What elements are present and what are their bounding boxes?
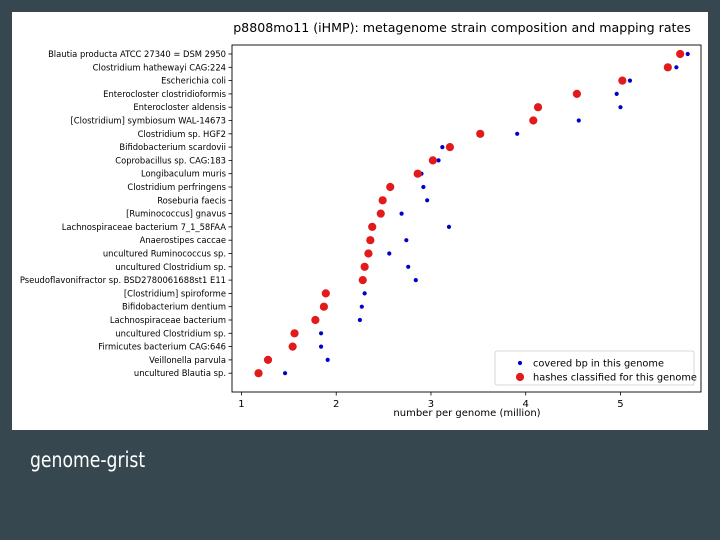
hashes-classified-point bbox=[413, 169, 422, 178]
chart-panel: p8808mo11 (iHMP): metagenome strain comp… bbox=[12, 12, 708, 430]
y-tick-label: Firmicutes bacterium CAG:646 bbox=[98, 342, 226, 352]
y-tick-label: uncultured Blautia sp. bbox=[134, 368, 226, 378]
y-tick-label: Blautia producta ATCC 27340 = DSM 2950 bbox=[48, 49, 226, 59]
y-tick-label: Enterocloster aldensis bbox=[133, 102, 226, 112]
hashes-classified-point bbox=[358, 276, 367, 285]
y-tick-label: uncultured Ruminococcus sp. bbox=[103, 249, 226, 259]
y-tick-label: Lachnospiraceae bacterium 7_1_58FAA bbox=[62, 222, 227, 232]
y-tick-label: Clostridium sp. HGF2 bbox=[138, 129, 226, 139]
x-tick-label: 1 bbox=[238, 399, 244, 410]
x-axis-label: number per genome (million) bbox=[393, 408, 540, 419]
covered-bp-point bbox=[357, 317, 363, 323]
hashes-classified-point bbox=[263, 355, 273, 364]
hashes-classified-point bbox=[476, 129, 485, 138]
covered-bp-point bbox=[618, 105, 623, 110]
covered-bp-point bbox=[421, 184, 426, 190]
hashes-classified-point bbox=[311, 315, 320, 325]
covered-bp-point bbox=[674, 65, 679, 70]
hashes-classified-point bbox=[533, 103, 543, 112]
y-tick-label: [Clostridium] spiroforme bbox=[124, 288, 226, 298]
hashes-classified-point bbox=[676, 49, 685, 59]
y-tick-label: Roseburia faecis bbox=[157, 195, 226, 205]
y-tick-label: uncultured Clostridium sp. bbox=[115, 328, 226, 338]
covered-bp-point bbox=[627, 78, 633, 83]
y-tick-label: Bifidobacterium dentium bbox=[122, 302, 226, 312]
y-tick-label: Lachnospiraceae bacterium bbox=[110, 315, 226, 325]
covered-bp-point bbox=[685, 51, 690, 57]
hashes-classified-point bbox=[428, 156, 437, 165]
hashes-classified-point bbox=[319, 302, 329, 311]
legend-marker-hashes bbox=[515, 372, 525, 382]
y-tick-label: uncultured Clostridium sp. bbox=[115, 262, 226, 272]
covered-bp-point bbox=[515, 131, 520, 136]
plot-frame bbox=[231, 44, 702, 393]
scatter-chart: p8808mo11 (iHMP): metagenome strain comp… bbox=[20, 20, 702, 419]
y-tick-label: Veillonella parvula bbox=[149, 355, 226, 365]
hashes-classified-point bbox=[386, 182, 395, 192]
y-tick-label: Clostridium hathewayi CAG:224 bbox=[93, 62, 226, 72]
x-tick-label: 4 bbox=[523, 399, 529, 410]
legend-box bbox=[494, 350, 695, 386]
y-tick-label: Anaerostipes caccae bbox=[140, 235, 226, 245]
covered-bp-point bbox=[318, 331, 324, 336]
covered-bp-point bbox=[440, 145, 445, 150]
y-tick-label: Longibaculum muris bbox=[141, 169, 226, 179]
hashes-classified-point bbox=[321, 289, 330, 298]
covered-bp-point bbox=[413, 278, 418, 283]
data-points bbox=[254, 49, 690, 378]
hashes-classified-point bbox=[366, 236, 375, 245]
y-tick-label: Bifidobacterium scardovii bbox=[119, 142, 226, 152]
y-tick-labels: Blautia producta ATCC 27340 = DSM 2950 Cl… bbox=[20, 49, 232, 378]
legend-marker-covered-bp bbox=[517, 360, 523, 366]
covered-bp-point bbox=[359, 304, 364, 309]
hashes-classified-point bbox=[378, 196, 387, 205]
legend-label-covered-bp: covered bp in this genome bbox=[533, 359, 664, 370]
hashes-classified-point bbox=[663, 63, 672, 72]
slide-caption: genome-grist bbox=[30, 448, 146, 472]
covered-bp-point bbox=[282, 371, 288, 376]
hashes-classified-point bbox=[618, 76, 627, 85]
covered-bp-point bbox=[406, 264, 411, 269]
x-axis-ticks: 1 2 3 4 5 bbox=[238, 392, 624, 410]
chart-title: p8808mo11 (iHMP): metagenome strain comp… bbox=[233, 20, 691, 35]
hashes-classified-point bbox=[572, 89, 581, 98]
y-tick-label: Pseudoflavonifractor sp. BSD2780061688st… bbox=[20, 275, 226, 285]
covered-bp-point bbox=[387, 251, 392, 256]
y-tick-label: Clostridium perfringens bbox=[127, 182, 226, 192]
covered-bp-point bbox=[399, 211, 404, 216]
hashes-classified-point bbox=[290, 329, 299, 338]
hashes-classified-point bbox=[364, 249, 373, 258]
hashes-classified-point bbox=[288, 342, 297, 351]
x-tick-label: 3 bbox=[428, 399, 434, 410]
y-tick-label: Escherichia coli bbox=[161, 76, 226, 86]
y-tick-label: [Clostridium] symbiosum WAL-14673 bbox=[71, 116, 227, 126]
y-tick-label: Enterocloster clostridioformis bbox=[103, 89, 226, 99]
covered-bp-point bbox=[318, 344, 324, 349]
legend: covered bp in this genome hashes classifi… bbox=[494, 350, 697, 386]
covered-bp-point bbox=[362, 291, 367, 296]
x-tick-label: 5 bbox=[617, 399, 623, 410]
y-tick-label: Coprobacillus sp. CAG:183 bbox=[115, 155, 226, 165]
hashes-classified-point bbox=[376, 209, 385, 218]
hashes-classified-point bbox=[360, 262, 369, 271]
hashes-classified-point bbox=[445, 143, 455, 152]
covered-bp-point bbox=[436, 158, 441, 163]
covered-bp-point bbox=[614, 91, 619, 96]
x-tick-label: 2 bbox=[333, 399, 339, 410]
legend-label-hashes: hashes classified for this genome bbox=[533, 373, 697, 384]
covered-bp-point bbox=[404, 238, 409, 243]
covered-bp-point bbox=[446, 224, 452, 229]
hashes-classified-point bbox=[368, 222, 377, 231]
covered-bp-point bbox=[425, 198, 430, 203]
y-tick-label: [Ruminococcus] gnavus bbox=[126, 209, 226, 219]
covered-bp-point bbox=[576, 118, 581, 123]
hashes-classified-point bbox=[529, 116, 538, 125]
hashes-classified-point bbox=[254, 369, 263, 378]
covered-bp-point bbox=[325, 357, 330, 362]
